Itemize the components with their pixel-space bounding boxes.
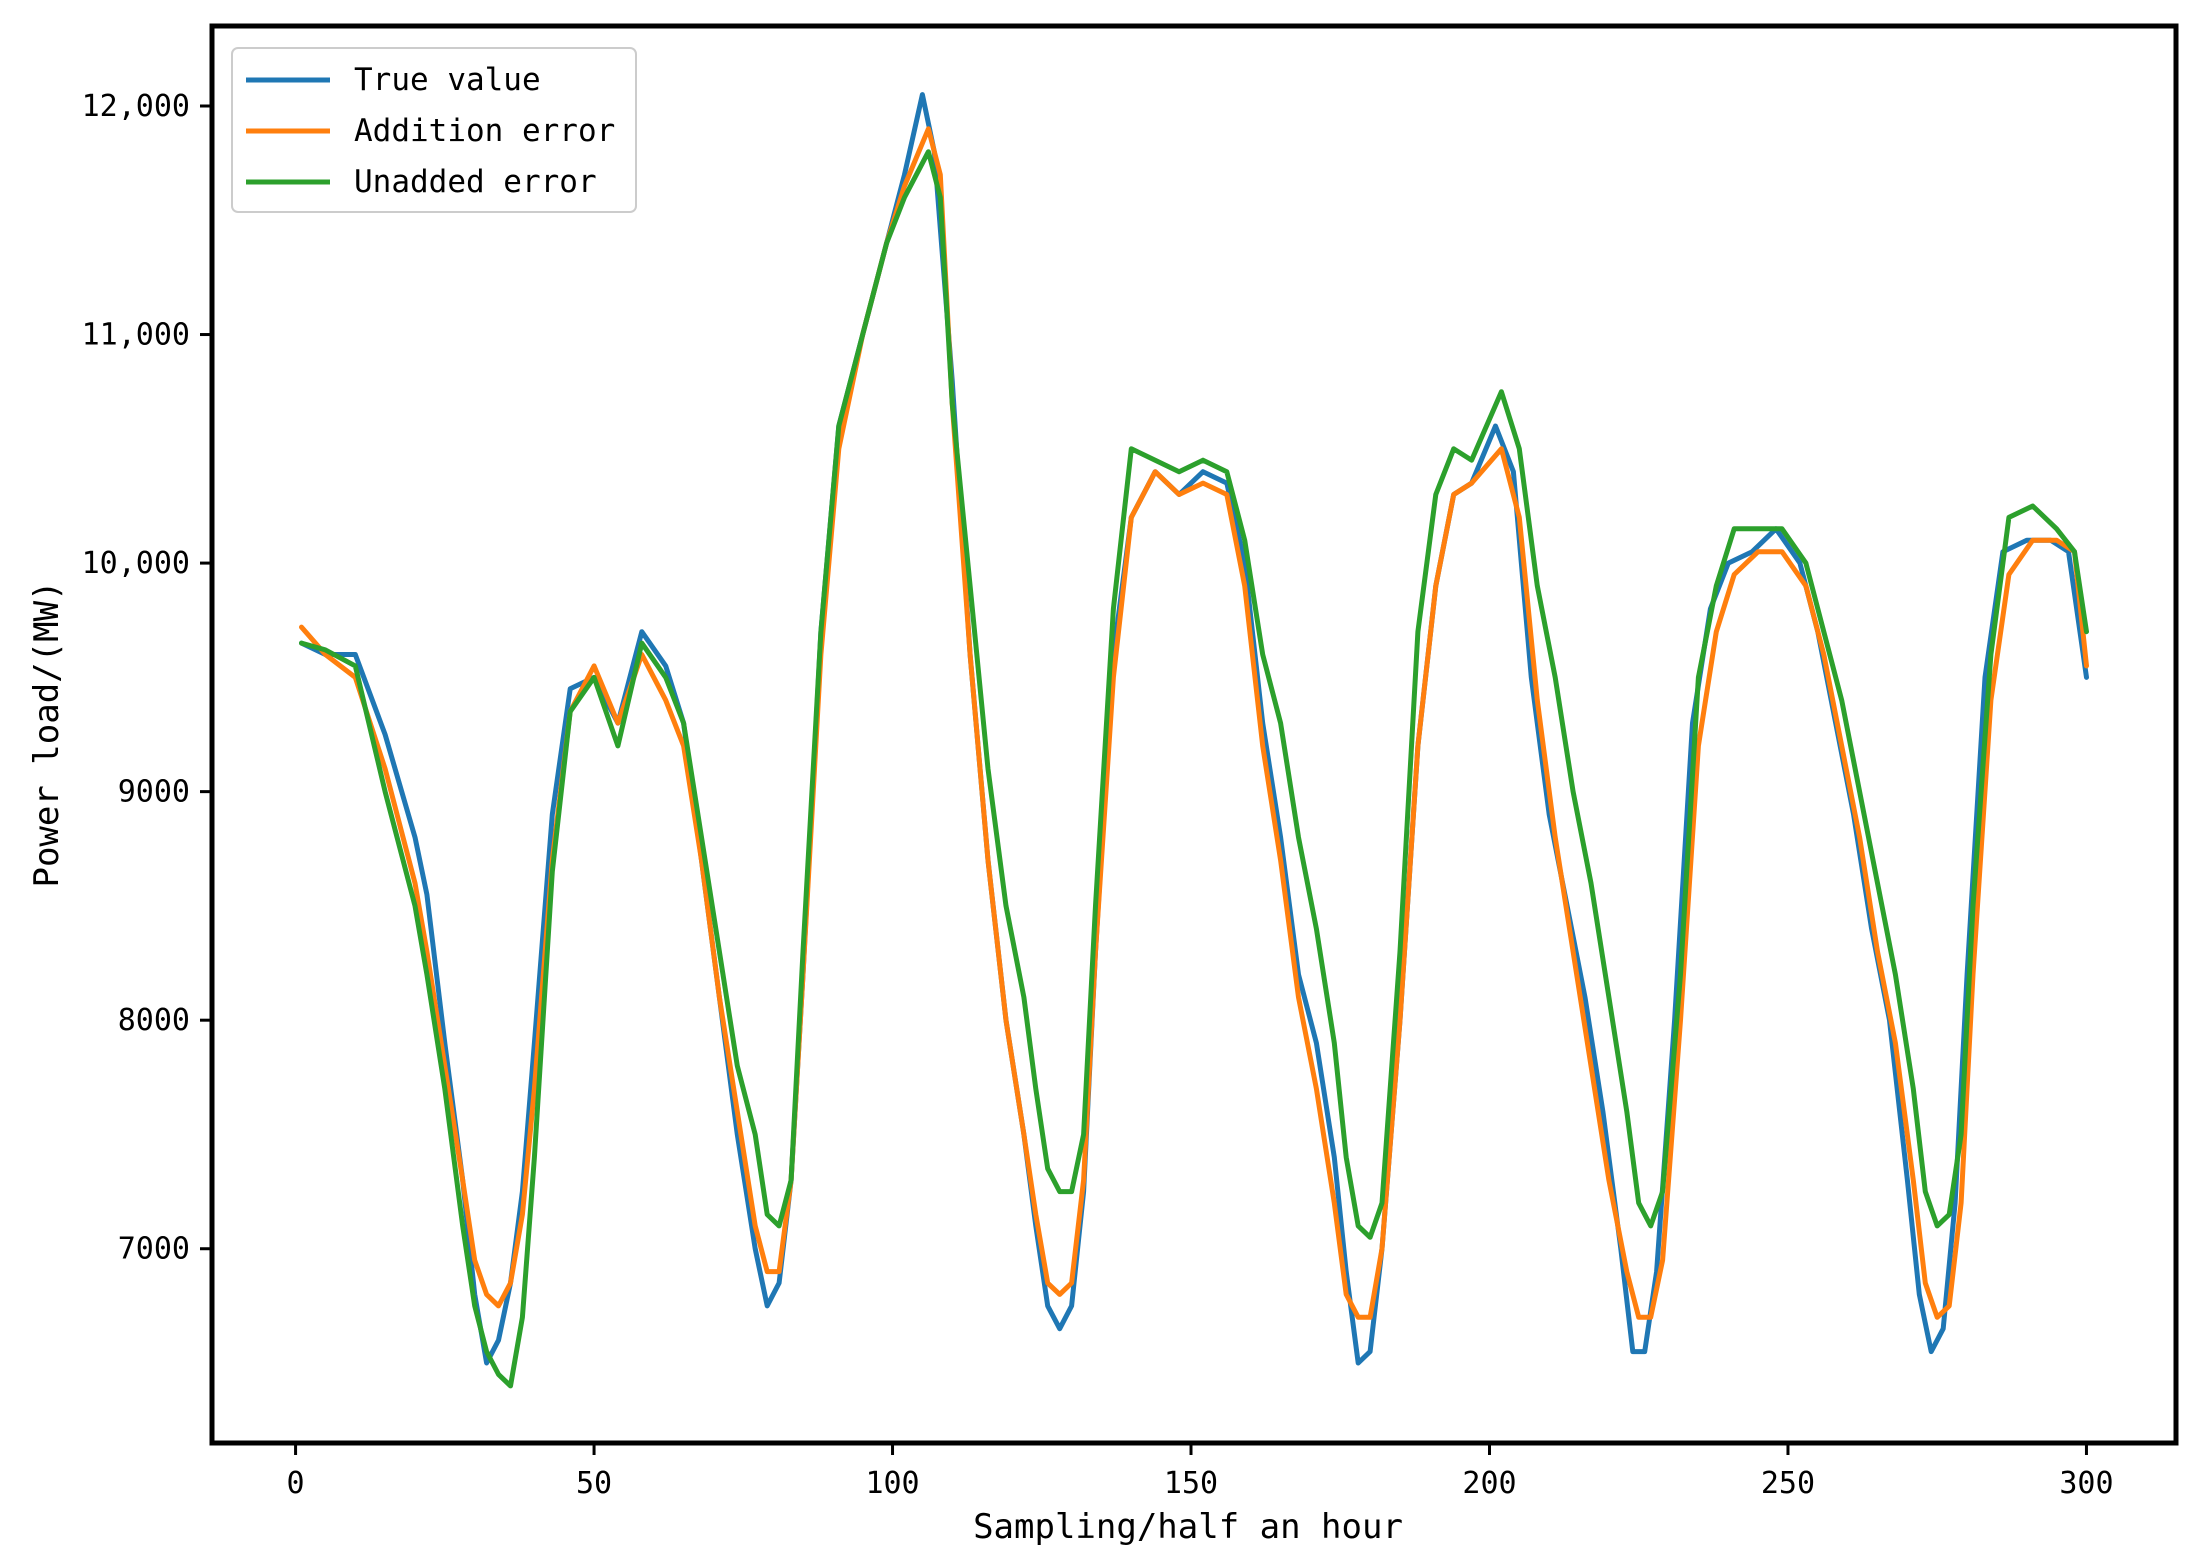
legend-label: Addition error	[354, 113, 615, 149]
x-tick-label: 100	[865, 1466, 919, 1501]
y-tick-label: 9000	[118, 775, 190, 810]
legend-box	[231, 47, 637, 213]
x-tick-label: 150	[1164, 1466, 1218, 1501]
x-tick-label: 250	[1761, 1466, 1815, 1501]
series-line-unadded-error	[299, 149, 2089, 1389]
x-axis: 0 50 100 150 200 250 300	[287, 1443, 2114, 1501]
x-tick-label: 200	[1462, 1466, 1516, 1501]
y-axis-label: Power load/(MW)	[27, 580, 67, 887]
y-tick-label: 12,000	[82, 89, 190, 124]
x-tick-label: 50	[576, 1466, 612, 1501]
legend: True value Addition error Unadded error	[231, 47, 637, 213]
y-tick-label: 7000	[118, 1232, 190, 1267]
x-tick-label: 0	[287, 1466, 305, 1501]
y-axis: 7000 8000 9000 10,000 11,000 12,000	[82, 89, 212, 1267]
plot-frame	[209, 23, 2179, 1446]
y-tick-label: 8000	[118, 1003, 190, 1038]
x-axis-label: Sampling/half an hour	[973, 1507, 1403, 1547]
y-tick-label: 11,000	[82, 318, 190, 353]
y-tick-label: 10,000	[82, 546, 190, 581]
series-line-addition-error	[299, 126, 2089, 1320]
series-layer	[299, 92, 2089, 1389]
legend-label: Unadded error	[354, 164, 597, 200]
legend-label: True value	[354, 62, 541, 98]
x-tick-label: 300	[2059, 1466, 2113, 1501]
